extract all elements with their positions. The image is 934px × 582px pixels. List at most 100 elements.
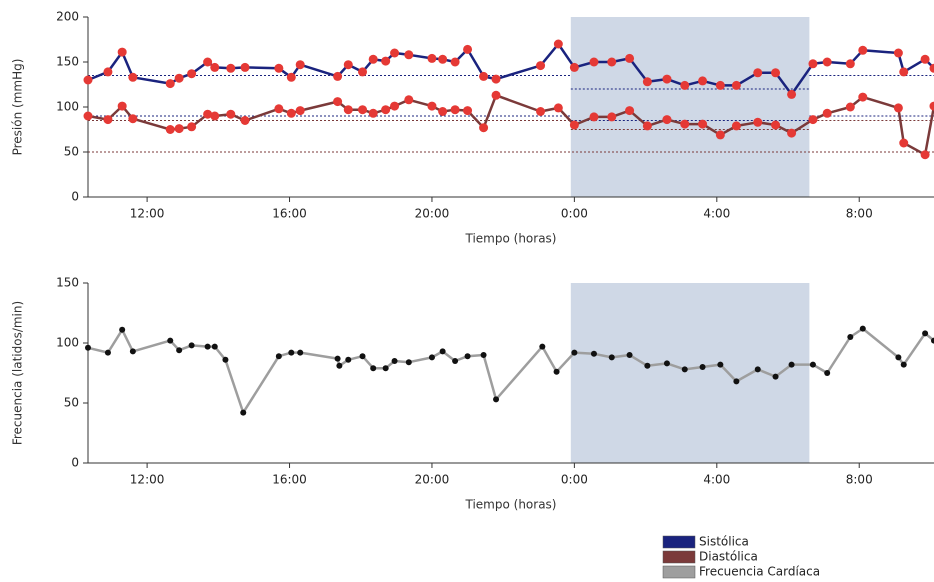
data-point <box>858 92 868 102</box>
data-point <box>859 325 866 332</box>
x-tick-label: 8:00 <box>846 473 873 487</box>
data-point <box>920 54 930 64</box>
y-axis-title: Presión (mmHg) <box>11 59 25 156</box>
y-tick-label: 50 <box>64 396 79 410</box>
data-point <box>288 349 295 356</box>
data-point <box>569 62 579 72</box>
y-tick-label: 150 <box>56 55 79 69</box>
data-point <box>381 105 391 115</box>
data-point <box>405 359 412 366</box>
night-period <box>570 283 810 463</box>
data-point <box>333 71 343 81</box>
data-point <box>699 364 706 370</box>
data-point <box>787 128 797 138</box>
data-point <box>787 89 797 99</box>
data-point <box>731 80 741 90</box>
data-point <box>899 138 909 148</box>
data-point <box>343 105 353 115</box>
data-point <box>553 39 563 49</box>
data-point <box>103 115 113 125</box>
data-point <box>187 69 197 79</box>
data-point <box>390 48 400 58</box>
data-point <box>358 105 368 115</box>
data-point <box>450 105 460 115</box>
data-point <box>464 353 471 360</box>
data-point <box>174 73 184 83</box>
data-point <box>165 79 175 89</box>
data-point <box>753 117 763 127</box>
data-point <box>681 366 688 373</box>
data-point <box>222 356 229 363</box>
data-point <box>589 112 599 122</box>
x-tick-label: 12:00 <box>130 207 165 221</box>
data-point <box>427 101 437 111</box>
y-axis-title: Frecuencia (latidos/min) <box>11 301 25 445</box>
data-point <box>368 54 378 64</box>
data-point <box>119 326 126 333</box>
data-point <box>275 353 282 360</box>
data-point <box>900 361 907 368</box>
data-point <box>895 354 902 361</box>
data-point <box>698 76 708 86</box>
data-point <box>174 124 184 134</box>
x-axis-title: Tiempo (horas) <box>465 498 557 512</box>
data-point <box>644 362 651 369</box>
y-tick-label: 50 <box>64 145 79 159</box>
data-point <box>590 350 597 357</box>
data-point <box>210 62 220 72</box>
y-tick-label: 150 <box>56 276 79 290</box>
x-tick-label: 4:00 <box>703 207 730 221</box>
data-point <box>715 80 725 90</box>
data-point <box>333 97 343 107</box>
data-point <box>240 409 247 416</box>
data-point <box>642 121 652 131</box>
data-point <box>608 354 615 361</box>
data-point <box>491 90 501 100</box>
data-point <box>203 109 213 119</box>
data-point <box>286 108 296 118</box>
data-point <box>920 150 930 160</box>
data-point <box>210 111 220 121</box>
x-tick-label: 4:00 <box>703 473 730 487</box>
data-point <box>607 112 617 122</box>
data-point <box>733 378 740 385</box>
data-point <box>370 365 377 372</box>
y-tick-label: 200 <box>56 10 79 24</box>
data-point <box>427 53 437 63</box>
data-point <box>450 57 460 67</box>
data-point <box>715 130 725 140</box>
data-point <box>698 119 708 129</box>
y-tick-label: 100 <box>56 336 79 350</box>
data-point <box>822 108 832 118</box>
data-point <box>103 67 113 77</box>
data-point <box>753 68 763 78</box>
x-tick-label: 0:00 <box>561 473 588 487</box>
legend-label: Frecuencia Cardíaca <box>699 565 820 579</box>
data-point <box>439 348 446 355</box>
data-point <box>404 95 414 105</box>
data-point <box>176 347 183 354</box>
data-point <box>858 45 868 55</box>
y-tick-label: 0 <box>71 456 79 470</box>
data-point <box>117 101 127 111</box>
data-point <box>571 349 578 356</box>
data-point <box>569 120 579 130</box>
data-point <box>463 106 473 116</box>
data-point <box>274 63 284 73</box>
data-point <box>642 77 652 87</box>
data-point <box>83 75 93 85</box>
data-point <box>226 109 236 119</box>
x-tick-label: 20:00 <box>415 473 450 487</box>
data-point <box>479 71 489 81</box>
legend-label: Sistólica <box>699 535 749 549</box>
data-point <box>731 121 741 131</box>
data-point <box>334 355 341 362</box>
data-point <box>899 67 909 77</box>
data-point <box>128 72 138 82</box>
data-point <box>788 361 795 368</box>
data-point <box>922 330 929 337</box>
x-axis-title: Tiempo (horas) <box>465 232 557 246</box>
data-point <box>381 56 391 66</box>
data-point <box>165 125 175 134</box>
